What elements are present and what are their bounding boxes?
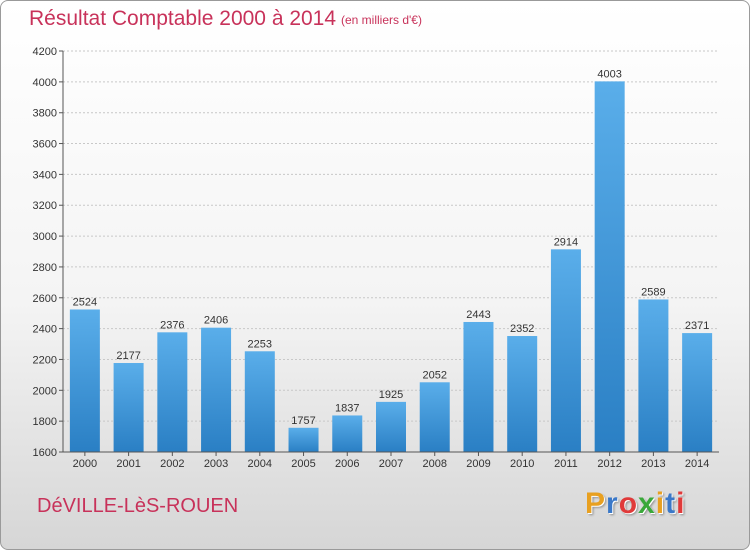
y-tick-label: 4000: [33, 77, 57, 89]
logo-letter: t: [665, 487, 677, 520]
bar: [550, 249, 581, 452]
x-tick-label: 2001: [116, 458, 140, 470]
bar: [682, 333, 713, 452]
bar: [507, 336, 538, 452]
x-tick-label: 2002: [160, 458, 184, 470]
bar-value-label: 2443: [466, 309, 490, 321]
logo-letter: o: [618, 487, 639, 520]
proxiti-logo[interactable]: Proxiti: [585, 487, 685, 521]
y-tick-label: 3800: [33, 108, 57, 120]
y-tick-label: 1800: [33, 416, 57, 428]
bar-value-label: 2589: [641, 286, 665, 298]
town-name: DéVILLE-LèS-ROUEN: [37, 495, 239, 517]
x-tick-label: 2012: [597, 458, 621, 470]
x-tick-label: 2011: [554, 458, 578, 470]
logo-letter: i: [655, 487, 666, 520]
logo-letter: x: [638, 487, 656, 520]
bar: [69, 309, 100, 452]
y-tick-label: 3600: [33, 139, 57, 151]
bar-value-label: 1925: [379, 389, 403, 401]
x-tick-label: 2003: [204, 458, 228, 470]
bar: [157, 332, 188, 452]
logo-letter: r: [606, 487, 619, 520]
y-tick-label: 2000: [33, 385, 57, 397]
x-tick-label: 2010: [510, 458, 534, 470]
x-tick-label: 2007: [379, 458, 403, 470]
bar-value-label: 2376: [160, 319, 184, 331]
bar: [332, 415, 363, 452]
logo-letter: P: [585, 487, 607, 520]
axes: 1600 1800 2000 2200 2400 2600 2800 3000 3200 3400…: [33, 46, 719, 470]
y-tick-label: 2800: [33, 262, 57, 274]
bar: [201, 327, 232, 452]
x-tick-label: 2014: [685, 458, 709, 470]
bar-value-label: 2406: [204, 315, 228, 327]
bar: [638, 299, 669, 452]
y-tick-label: 3200: [33, 200, 57, 212]
x-tick-label: 2009: [466, 458, 490, 470]
bar: [244, 351, 275, 452]
bar-value-label: 2253: [248, 338, 272, 350]
logo-letter: i: [676, 487, 686, 520]
x-tick-label: 2000: [73, 458, 97, 470]
bar-value-label: 1757: [291, 415, 315, 427]
x-tick-label: 2006: [335, 458, 359, 470]
x-tick-label: 2008: [422, 458, 446, 470]
y-tick-label: 1600: [33, 447, 57, 459]
y-tick-label: 4200: [33, 46, 57, 58]
bar: [288, 427, 319, 452]
bar-value-label: 1837: [335, 402, 359, 414]
bar: [113, 363, 144, 452]
bar-value-label: 2352: [510, 323, 534, 335]
x-tick-label: 2004: [248, 458, 272, 470]
y-tick-label: 3000: [33, 231, 57, 243]
chart-subtitle: (en milliers d'€): [341, 13, 422, 27]
bar-value-label: 2524: [73, 296, 97, 308]
bar: [594, 81, 625, 453]
bar: [419, 382, 450, 452]
bar-value-label: 2052: [422, 369, 446, 381]
y-tick-label: 2600: [33, 293, 57, 305]
chart-title: Résultat Comptable 2000 à 2014: [29, 7, 337, 30]
bar-value-label: 4003: [597, 68, 621, 80]
bar: [376, 401, 406, 452]
x-tick-label: 2005: [291, 458, 315, 470]
bar-value-label: 2914: [554, 236, 578, 248]
y-tick-label: 3400: [33, 169, 57, 181]
bar-value-label: 2177: [116, 350, 140, 362]
bars: 2524 2177 2376 2406 2253 1757 1837 1925 2052 2443…: [69, 68, 713, 453]
y-tick-label: 2400: [33, 324, 57, 336]
y-tick-label: 2200: [33, 354, 57, 366]
bar-value-label: 2371: [685, 320, 709, 332]
bar: [463, 321, 494, 452]
x-tick-label: 2013: [641, 458, 665, 470]
